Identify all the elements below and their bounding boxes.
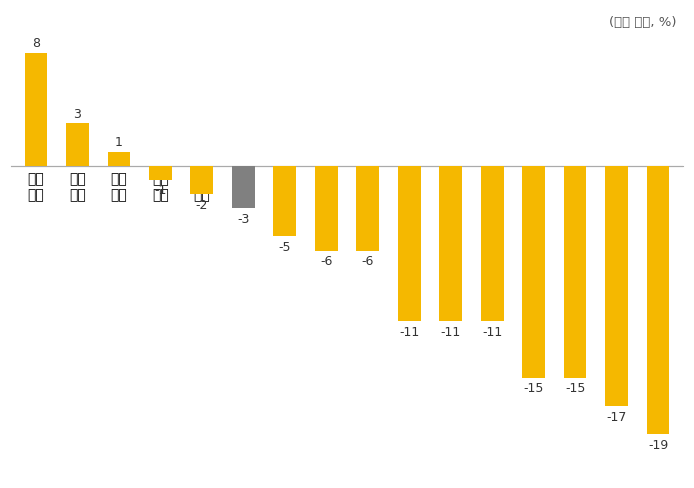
Bar — [190, 166, 213, 195]
Bar — [564, 166, 586, 378]
Bar — [315, 166, 338, 251]
Bar — [481, 166, 504, 322]
Bar — [232, 166, 255, 209]
Text: -11: -11 — [482, 325, 502, 338]
Text: -2: -2 — [196, 198, 208, 211]
Text: -15: -15 — [523, 382, 544, 395]
Bar — [66, 124, 89, 166]
Bar — [522, 166, 545, 378]
Text: -11: -11 — [441, 325, 461, 338]
Bar — [398, 166, 421, 322]
Text: -1: -1 — [154, 184, 167, 197]
Bar — [273, 166, 296, 237]
Bar — [647, 166, 670, 435]
Text: -6: -6 — [320, 255, 332, 267]
Bar — [108, 152, 130, 166]
Text: -3: -3 — [237, 212, 250, 225]
Text: (전월 대비, %): (전월 대비, %) — [609, 16, 676, 29]
Text: 1: 1 — [115, 136, 123, 149]
Text: -6: -6 — [362, 255, 374, 267]
Text: 3: 3 — [74, 107, 81, 121]
Text: -19: -19 — [648, 438, 668, 451]
Bar — [24, 53, 47, 166]
Text: -17: -17 — [607, 410, 627, 423]
Text: -11: -11 — [399, 325, 419, 338]
Bar — [605, 166, 628, 407]
Bar — [439, 166, 462, 322]
Bar — [356, 166, 379, 251]
Text: -15: -15 — [565, 382, 585, 395]
Text: -5: -5 — [278, 241, 291, 253]
Text: 8: 8 — [32, 37, 40, 50]
Bar — [149, 166, 172, 181]
